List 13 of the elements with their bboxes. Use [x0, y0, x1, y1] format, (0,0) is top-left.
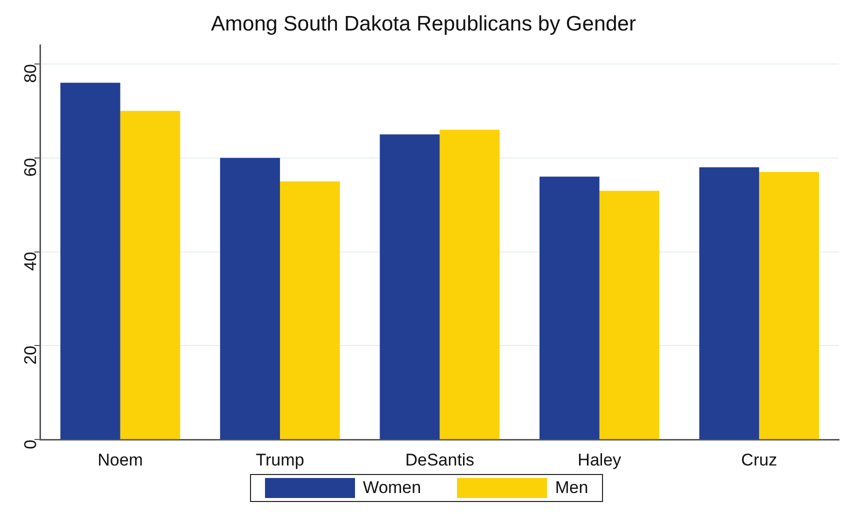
x-tick-label: Trump	[256, 450, 304, 470]
y-tick-label: 0	[21, 440, 40, 450]
x-tick-label: Haley	[578, 450, 622, 470]
y-tick-label: 80	[21, 64, 40, 83]
x-tick-label: DeSantis	[405, 450, 474, 470]
y-tick-label: 20	[21, 346, 40, 365]
chart-title: Among South Dakota Republicans by Gender	[211, 12, 636, 36]
x-tick-label: Cruz	[741, 450, 778, 470]
x-tick-label: Noem	[98, 450, 143, 470]
text: Men	[555, 478, 588, 498]
text: Women	[362, 478, 422, 498]
y-tick-label: 60	[21, 158, 40, 177]
y-tick-label: 40	[21, 252, 40, 271]
